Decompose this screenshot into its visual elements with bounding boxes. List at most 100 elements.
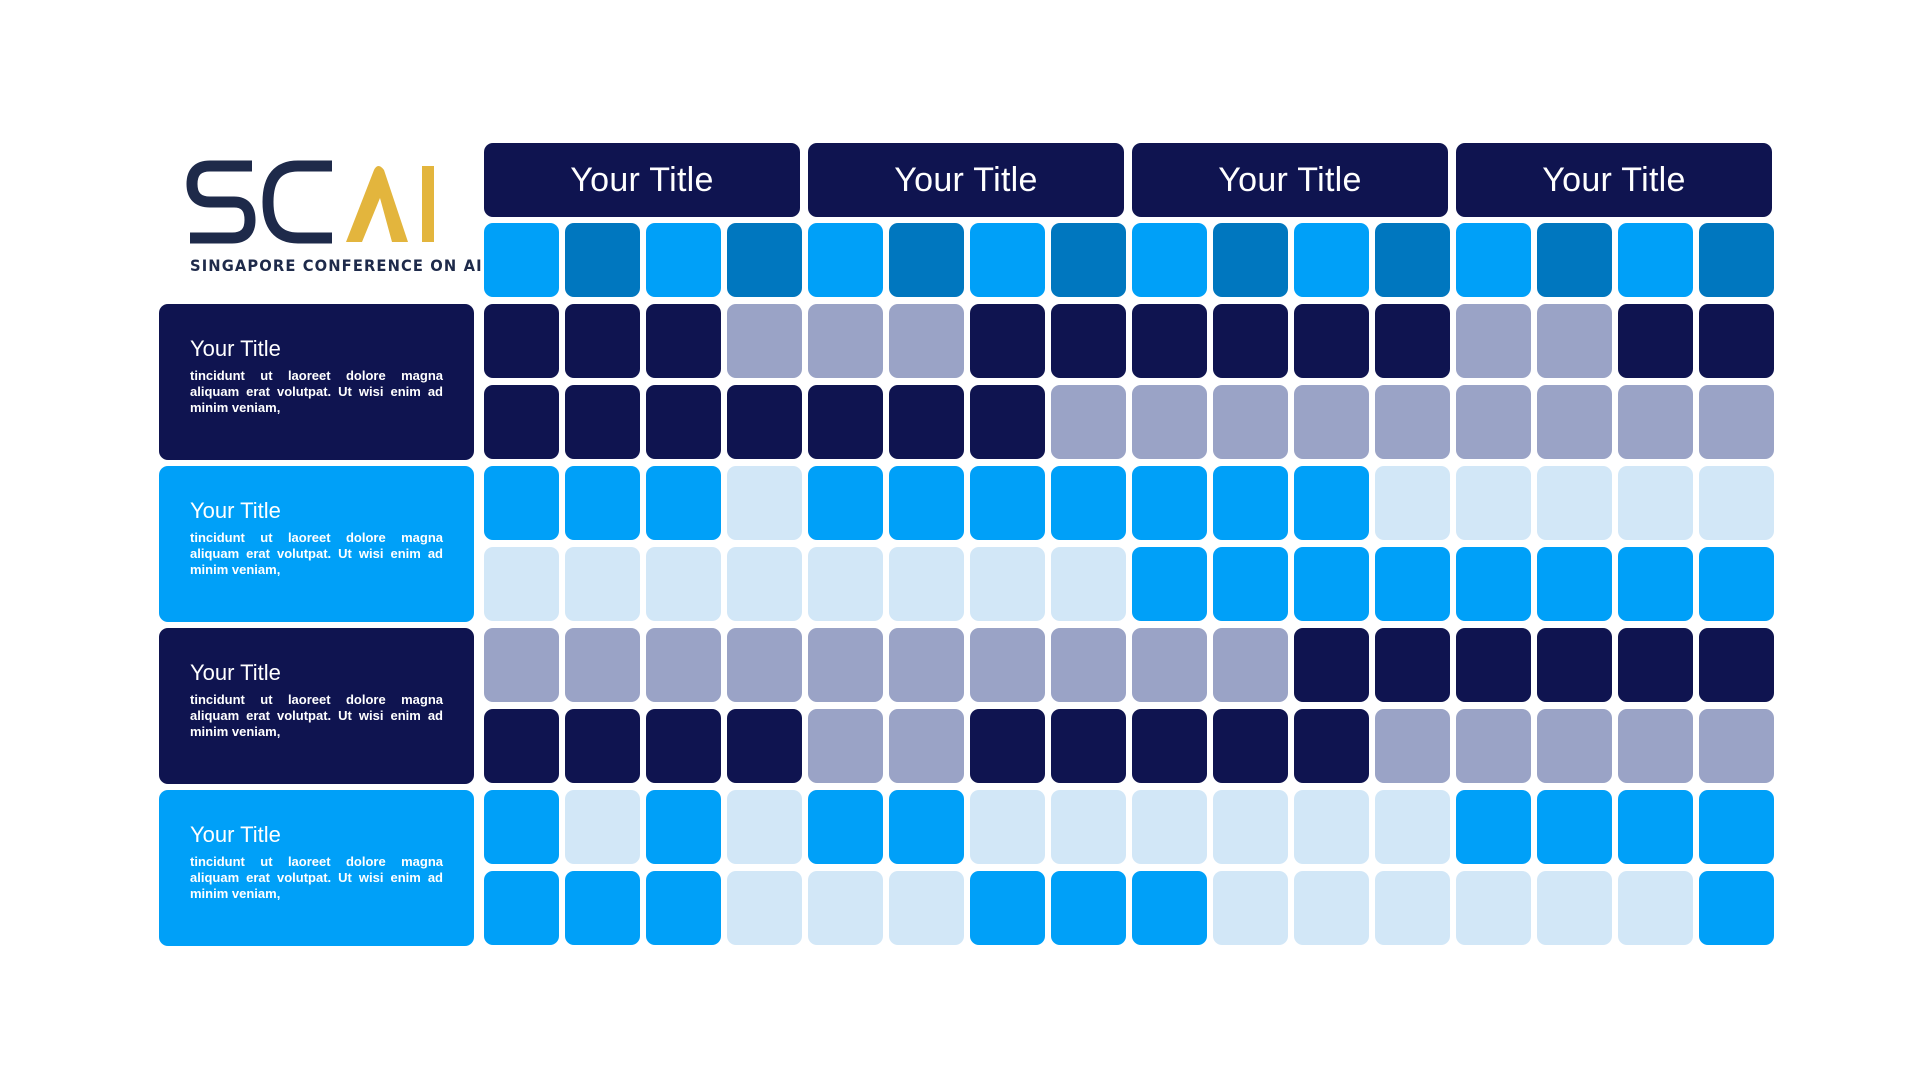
scai-logo: SINGAPORE CONFERENCE ON AI: [186, 160, 482, 280]
grid-cell-r5-c13: [1456, 547, 1531, 621]
grid-cell-r3-c7: [970, 385, 1045, 459]
grid-cell-r9-c5: [808, 871, 883, 945]
grid-cell-r1-c15: [1618, 223, 1693, 297]
grid-cell-r6-c16: [1699, 628, 1774, 702]
grid-cell-r1-c12: [1375, 223, 1450, 297]
grid-cell-r4-c16: [1699, 466, 1774, 540]
grid-cell-r6-c15: [1618, 628, 1693, 702]
grid-cell-r2-c9: [1132, 304, 1207, 378]
grid-cell-r1-c2: [565, 223, 640, 297]
grid-cell-r9-c12: [1375, 871, 1450, 945]
grid-cell-r8-c14: [1537, 790, 1612, 864]
grid-cell-r2-c15: [1618, 304, 1693, 378]
row-title: Your Title: [190, 498, 281, 523]
grid-cell-r4-c10: [1213, 466, 1288, 540]
grid-cell-r3-c6: [889, 385, 964, 459]
logo-letter-s: [186, 160, 256, 244]
grid-cell-r2-c13: [1456, 304, 1531, 378]
row-title: Your Title: [190, 660, 281, 685]
grid-cell-r3-c10: [1213, 385, 1288, 459]
column-header-2: Your Title: [808, 143, 1124, 217]
grid-cell-r2-c11: [1294, 304, 1369, 378]
grid-cell-r1-c11: [1294, 223, 1369, 297]
grid-cell-r5-c10: [1213, 547, 1288, 621]
grid-cell-r7-c3: [646, 709, 721, 783]
grid-cell-r5-c1: [484, 547, 559, 621]
grid-cell-r5-c11: [1294, 547, 1369, 621]
row-label-1: Your Title tincidunt ut laoreet dolore ma…: [159, 304, 474, 460]
grid-cell-r3-c9: [1132, 385, 1207, 459]
grid-cell-r4-c15: [1618, 466, 1693, 540]
column-header-1: Your Title: [484, 143, 800, 217]
grid-cell-r6-c14: [1537, 628, 1612, 702]
grid-cell-r9-c1: [484, 871, 559, 945]
grid-cell-r7-c11: [1294, 709, 1369, 783]
row-label-4: Your Title tincidunt ut laoreet dolore ma…: [159, 790, 474, 946]
grid-cell-r4-c5: [808, 466, 883, 540]
grid-cell-r7-c16: [1699, 709, 1774, 783]
grid-cell-r3-c11: [1294, 385, 1369, 459]
grid-cell-r2-c10: [1213, 304, 1288, 378]
grid-cell-r2-c1: [484, 304, 559, 378]
grid-cell-r7-c4: [727, 709, 802, 783]
grid-cell-r7-c1: [484, 709, 559, 783]
grid-cell-r1-c16: [1699, 223, 1774, 297]
grid-cell-r9-c14: [1537, 871, 1612, 945]
grid-cell-r1-c13: [1456, 223, 1531, 297]
row-description: tincidunt ut laoreet dolore magna aliqua…: [190, 692, 443, 739]
logo-letter-a: [346, 166, 408, 242]
grid-cell-r3-c15: [1618, 385, 1693, 459]
row-label-2: Your Title tincidunt ut laoreet dolore ma…: [159, 466, 474, 622]
grid-cell-r7-c15: [1618, 709, 1693, 783]
grid-cell-r3-c13: [1456, 385, 1531, 459]
grid-cell-r6-c5: [808, 628, 883, 702]
grid-cell-r5-c4: [727, 547, 802, 621]
grid-cell-r2-c7: [970, 304, 1045, 378]
grid-cell-r8-c7: [970, 790, 1045, 864]
grid-cell-r2-c16: [1699, 304, 1774, 378]
logo-tagline: SINGAPORE CONFERENCE ON AI: [190, 256, 483, 275]
grid-cell-r5-c5: [808, 547, 883, 621]
grid-cell-r2-c12: [1375, 304, 1450, 378]
grid-cell-r5-c14: [1537, 547, 1612, 621]
grid-cell-r5-c16: [1699, 547, 1774, 621]
grid-cell-r3-c1: [484, 385, 559, 459]
grid-cell-r7-c10: [1213, 709, 1288, 783]
grid-cell-r7-c2: [565, 709, 640, 783]
grid-cell-r1-c10: [1213, 223, 1288, 297]
row-description: tincidunt ut laoreet dolore magna aliqua…: [190, 854, 443, 901]
grid-cell-r3-c12: [1375, 385, 1450, 459]
column-header-3: Your Title: [1132, 143, 1448, 217]
grid-cell-r7-c13: [1456, 709, 1531, 783]
grid-cell-r4-c6: [889, 466, 964, 540]
grid-cell-r3-c8: [1051, 385, 1126, 459]
grid-cell-r3-c14: [1537, 385, 1612, 459]
grid-cell-r9-c15: [1618, 871, 1693, 945]
grid-cell-r1-c4: [727, 223, 802, 297]
grid-cell-r2-c3: [646, 304, 721, 378]
grid-cell-r9-c11: [1294, 871, 1369, 945]
grid-cell-r6-c2: [565, 628, 640, 702]
grid-cell-r3-c5: [808, 385, 883, 459]
grid-cell-r9-c13: [1456, 871, 1531, 945]
row-description: tincidunt ut laoreet dolore magna aliqua…: [190, 368, 443, 415]
grid-cell-r8-c9: [1132, 790, 1207, 864]
grid-cell-r3-c2: [565, 385, 640, 459]
grid-cell-r2-c2: [565, 304, 640, 378]
grid-cell-r2-c6: [889, 304, 964, 378]
grid-cell-r6-c10: [1213, 628, 1288, 702]
grid-cell-r5-c3: [646, 547, 721, 621]
grid-cell-r9-c8: [1051, 871, 1126, 945]
grid-cell-r4-c12: [1375, 466, 1450, 540]
grid-cell-r9-c3: [646, 871, 721, 945]
grid-cell-r4-c9: [1132, 466, 1207, 540]
grid-cell-r7-c14: [1537, 709, 1612, 783]
grid-cell-r5-c7: [970, 547, 1045, 621]
grid-cell-r7-c8: [1051, 709, 1126, 783]
grid-cell-r7-c9: [1132, 709, 1207, 783]
row-title: Your Title: [190, 336, 281, 361]
grid-cell-r6-c13: [1456, 628, 1531, 702]
grid-cell-r1-c14: [1537, 223, 1612, 297]
grid-cell-r6-c4: [727, 628, 802, 702]
grid-cell-r9-c7: [970, 871, 1045, 945]
